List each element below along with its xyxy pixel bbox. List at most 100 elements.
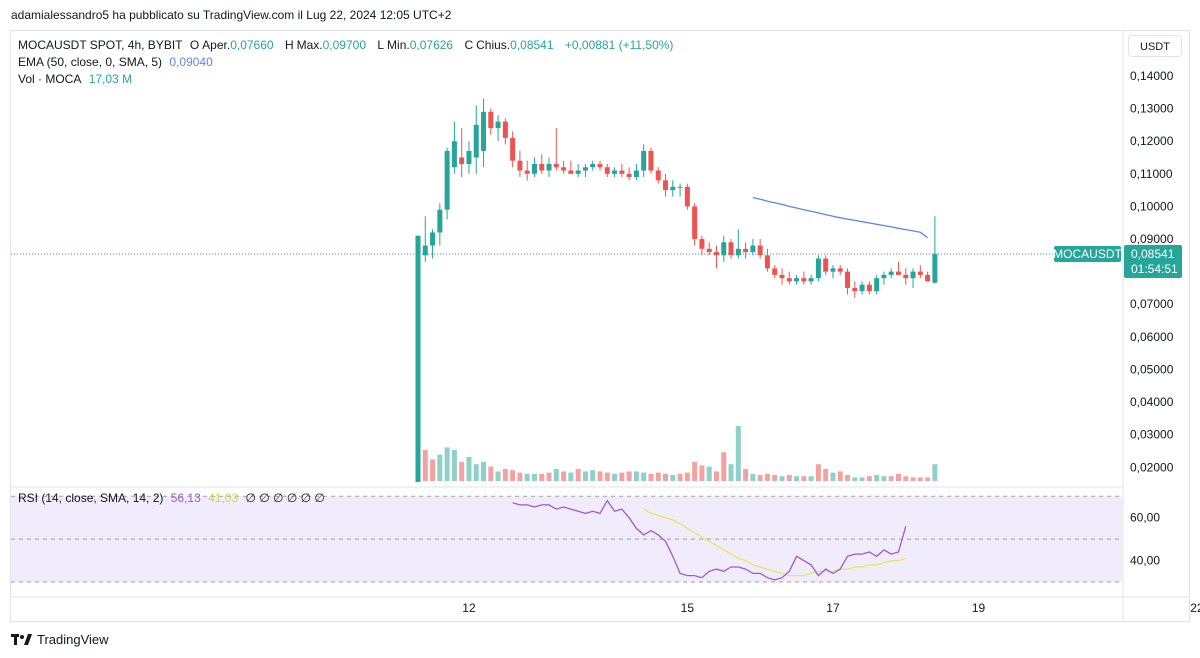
candle-body xyxy=(925,274,931,282)
price-tick-label: 0,05000 xyxy=(1130,362,1174,376)
candle-body xyxy=(495,121,501,129)
candle xyxy=(546,157,552,178)
candle-body xyxy=(502,121,508,138)
candle xyxy=(612,167,618,178)
volume-bar xyxy=(764,473,770,481)
volume-bar xyxy=(779,476,785,481)
volume-bar xyxy=(728,464,734,481)
candle xyxy=(866,281,872,295)
legend-low: L Min.0,07626 xyxy=(377,38,454,52)
volume-bar xyxy=(692,461,698,481)
candle xyxy=(794,274,800,285)
candle-body xyxy=(786,278,792,282)
candle-body xyxy=(743,248,749,253)
candle-body xyxy=(808,278,814,282)
volume-bar xyxy=(866,476,872,481)
candle xyxy=(874,274,880,295)
time-tick-label: 15 xyxy=(681,601,695,615)
candle xyxy=(575,164,581,178)
price-tick-label: 0,09000 xyxy=(1130,232,1174,246)
rsi-line xyxy=(512,499,907,581)
candle xyxy=(735,229,741,259)
volume-bar xyxy=(808,476,814,481)
candle-body xyxy=(881,274,887,279)
candle xyxy=(553,128,559,171)
candle xyxy=(459,128,465,178)
volume-bar xyxy=(699,465,705,481)
volume-bar xyxy=(706,466,712,481)
legend-open: O Aper.0,07660 xyxy=(189,38,274,52)
volume-bar xyxy=(735,425,741,481)
candle-body xyxy=(473,124,479,158)
candle xyxy=(917,265,923,279)
candle-body xyxy=(648,150,654,171)
candle xyxy=(648,147,654,174)
candle xyxy=(451,121,457,174)
legend-rsi[interactable]: RSI (14, close, SMA, 14, 2) 56,13 41,03 … xyxy=(18,491,329,505)
candle-body xyxy=(910,271,916,279)
candle-body xyxy=(626,173,632,178)
candle xyxy=(881,271,887,285)
volume-bar xyxy=(801,476,807,481)
candle-body xyxy=(459,157,465,164)
candle xyxy=(764,248,770,272)
volume-bar xyxy=(495,471,501,481)
volume-bar xyxy=(422,449,428,481)
candle xyxy=(626,167,632,181)
candle xyxy=(830,265,836,279)
currency-button[interactable]: USDT xyxy=(1128,35,1182,57)
candle-body xyxy=(641,150,647,171)
volume-bar xyxy=(881,476,887,481)
legend-symbol[interactable]: MOCAUSDT SPOT, 4h, BYBIT xyxy=(18,38,183,52)
candle-body xyxy=(604,167,610,174)
legend-ohlc[interactable]: MOCAUSDT SPOT, 4h, BYBIT O Aper.0,07660 H… xyxy=(18,38,677,52)
volume-bar xyxy=(910,477,916,481)
candle xyxy=(524,160,530,181)
candle xyxy=(444,147,450,220)
candle xyxy=(466,141,472,174)
price-tag-value: 0,08541 xyxy=(1131,247,1175,261)
volume-bar xyxy=(815,464,821,481)
time-tick-label: 12 xyxy=(462,601,476,615)
candle-body xyxy=(517,160,523,171)
volume-bar xyxy=(626,471,632,481)
volume-bar xyxy=(786,475,792,481)
candle-body xyxy=(655,170,661,181)
candle-body xyxy=(801,278,807,282)
volume-bar xyxy=(444,447,450,481)
candle-body xyxy=(619,170,625,174)
volume-bar xyxy=(473,464,479,481)
candle xyxy=(655,167,661,184)
candle xyxy=(837,265,843,275)
candle xyxy=(692,203,698,246)
legend-close: C Chius.0,08541 xyxy=(464,38,554,52)
legend-ema[interactable]: EMA (50, close, 0, SMA, 5) 0,09040 xyxy=(18,55,217,69)
candle-body xyxy=(561,167,567,171)
candle-body xyxy=(590,164,596,168)
candle-body xyxy=(466,150,472,164)
legend-high: H Max.0,09700 xyxy=(284,38,367,52)
price-tick-label: 0,12000 xyxy=(1130,134,1174,148)
candle xyxy=(888,268,894,279)
price-tick-label: 0,14000 xyxy=(1130,69,1174,83)
symbol-tag-label: MOCAUSDT xyxy=(1053,247,1122,261)
candle-body xyxy=(757,245,763,256)
legend-ema-label[interactable]: EMA (50, close, 0, SMA, 5) xyxy=(18,55,163,69)
volume-bar xyxy=(794,476,800,481)
candle xyxy=(430,229,436,259)
legend-vol-label[interactable]: Vol · MOCA xyxy=(18,72,82,86)
candle-body xyxy=(845,271,851,288)
candle xyxy=(539,154,545,174)
chart-frame[interactable] xyxy=(10,30,1190,622)
volume-bar xyxy=(488,466,494,481)
candle xyxy=(502,118,508,145)
legend-volume[interactable]: Vol · MOCA 17,03 M xyxy=(18,72,136,86)
candle xyxy=(633,164,639,181)
footer-brand[interactable]: TradingView xyxy=(11,632,109,647)
volume-bar xyxy=(757,475,763,481)
volume-bar xyxy=(510,470,516,481)
candle xyxy=(510,131,516,168)
volume-bar xyxy=(670,475,676,481)
legend-rsi-label[interactable]: RSI (14, close, SMA, 14, 2) xyxy=(18,491,164,505)
